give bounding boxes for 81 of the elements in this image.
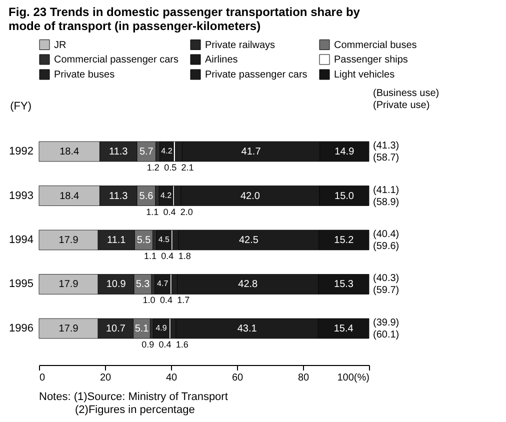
legend-label: Airlines (205, 54, 238, 66)
data-label: 0.4 (161, 251, 174, 261)
data-label: 4.2 (161, 146, 173, 156)
text: (59.7) (373, 285, 400, 296)
x-tick-label: 20 (100, 372, 112, 384)
data-label: 2.1 (181, 162, 194, 173)
data-label: 0.4 (163, 206, 176, 217)
legend-label: Private railways (205, 40, 276, 51)
data-label: 0.9 (142, 339, 154, 350)
text: (59.6) (373, 241, 400, 252)
data-label: 42.5 (238, 235, 259, 246)
data-label: 42.8 (238, 279, 258, 290)
data-label: 11.3 (109, 190, 128, 202)
data-label: 5.5 (136, 235, 152, 246)
text: Notes: (1)Source: Ministry of Transport (39, 391, 228, 403)
legend-label: Commercial passenger cars (54, 54, 178, 66)
legend-label: Private buses (54, 70, 115, 80)
data-label: 17.9 (58, 323, 79, 334)
data-label: 17.9 (58, 235, 79, 246)
data-label: 4.9 (156, 323, 168, 332)
x-tick-label: 60 (232, 372, 244, 384)
legend-label: Light vehicles (334, 70, 395, 80)
x-tick-label: 0 (40, 372, 46, 384)
data-label: 17.9 (58, 279, 79, 290)
data-label: 11.1 (107, 235, 126, 246)
data-label: 41.7 (241, 146, 262, 158)
data-label: 1.1 (146, 206, 159, 217)
data-label: 2.0 (180, 206, 193, 217)
text: (60.1) (373, 329, 400, 340)
data-label: 4.5 (158, 235, 170, 244)
data-label: 4.2 (160, 190, 172, 200)
text: (39.9) (373, 317, 400, 328)
data-label: 11.3 (109, 146, 128, 158)
data-label: 43.1 (237, 323, 258, 334)
data-label: 1.0 (142, 295, 156, 306)
data-label: 0.4 (158, 339, 172, 350)
data-label: 14.9 (334, 146, 355, 158)
data-label: 1.1 (144, 251, 157, 261)
legend-label: Private passenger cars (205, 70, 308, 80)
data-label: 4.7 (157, 279, 169, 288)
data-label: 5.7 (139, 146, 154, 158)
data-label: 1.6 (176, 339, 188, 350)
x-tick-label: 80 (298, 372, 310, 384)
data-label: 15.2 (334, 235, 354, 246)
y-tick-label: 1995 (9, 278, 34, 290)
text: (58.7) (373, 152, 400, 164)
data-label: 1.8 (178, 251, 191, 261)
legend-label: JR (54, 40, 66, 51)
legend-label: Passenger ships (334, 54, 408, 66)
text: (40.3) (373, 273, 400, 284)
data-label: 15.0 (334, 190, 354, 202)
data-label: 15.3 (334, 279, 354, 290)
text: (41.3) (373, 140, 400, 152)
data-label: 5.3 (136, 279, 150, 290)
x-tick-label: 40 (166, 372, 178, 384)
data-label: 15.4 (334, 323, 354, 334)
text: (2)Figures in percentage (75, 404, 195, 416)
text: (Private use) (373, 100, 430, 111)
x-tick-label: 100(%) (337, 372, 370, 384)
data-label: 10.7 (106, 323, 126, 334)
y-tick-label: 1992 (9, 146, 34, 158)
legend-label: Commercial buses (334, 40, 417, 51)
text: (40.4) (373, 229, 400, 240)
data-label: 5.6 (139, 190, 154, 202)
text: (Business use) (373, 88, 440, 99)
data-label: 10.9 (106, 279, 126, 290)
data-label: 18.4 (60, 190, 80, 202)
data-label: 5.1 (134, 323, 150, 334)
text: (58.9) (373, 196, 400, 208)
data-label: 1.2 (146, 162, 160, 173)
y-tick-label: 1993 (9, 190, 34, 202)
data-label: 0.4 (160, 295, 172, 306)
data-label: 0.5 (164, 162, 177, 173)
y-axis-title: (FY) (10, 100, 32, 112)
y-tick-label: 1996 (9, 322, 34, 334)
text: (41.1) (373, 184, 400, 196)
data-label: 18.4 (60, 146, 80, 158)
data-label: 1.7 (177, 295, 190, 306)
data-label: 42.0 (240, 190, 260, 202)
chart-title: Fig. 23 Trends in domestic passenger transportation share by mode of transport (in passenger-kilometers) (8, 5, 360, 33)
y-tick-label: 1994 (9, 234, 34, 246)
